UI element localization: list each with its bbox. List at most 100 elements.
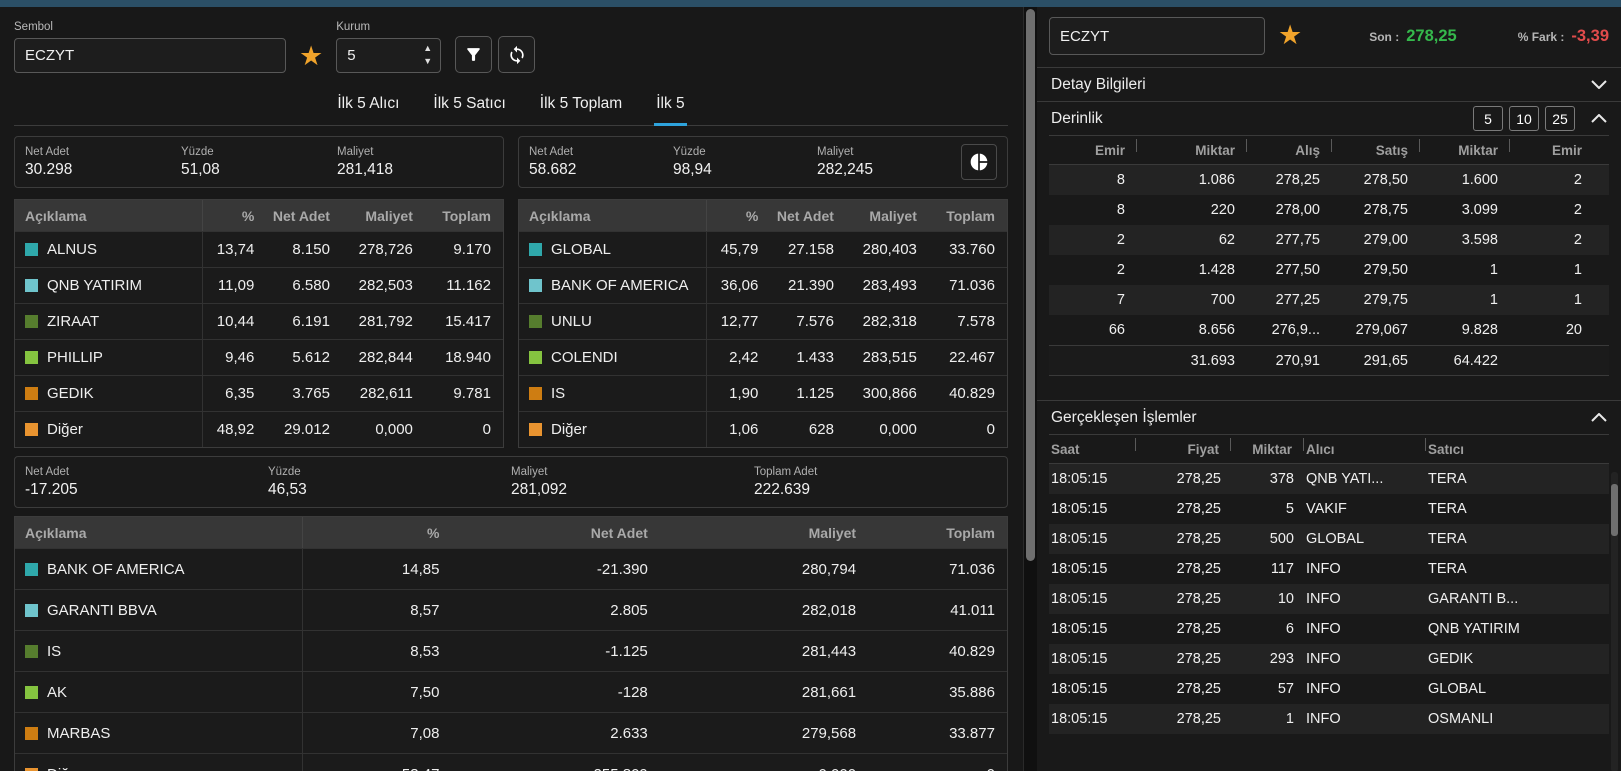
favorite-star-icon[interactable]: ★ <box>299 41 323 71</box>
broker-row[interactable]: Diğer 53,47 255.809 0,000 0 <box>15 753 1007 771</box>
trade-buyer-cell: INFO <box>1304 561 1426 577</box>
refresh-button[interactable] <box>498 36 535 73</box>
tab-ilk5-toplam[interactable]: İlk 5 Toplam <box>538 89 624 125</box>
broker-row[interactable]: ZIRAAT 10,44 6.191 281,792 15.417 <box>15 303 503 339</box>
depth-row[interactable]: 2 1.428 277,50 279,50 1 1 <box>1049 255 1609 285</box>
legend-color-swatch <box>529 423 542 436</box>
depth-level-5-button[interactable]: 5 <box>1473 106 1503 131</box>
chevron-up-icon[interactable] <box>1591 114 1607 123</box>
stat-label: Yüzde <box>673 146 817 158</box>
broker-name: GARANTI BBVA <box>47 602 157 619</box>
trade-row[interactable]: 18:05:15 278,25 1 INFO OSMANLI <box>1049 704 1609 734</box>
col-fiyat: Fiyat <box>1136 442 1231 457</box>
stat-value: -17.205 <box>25 481 268 499</box>
broker-row[interactable]: IS 1,90 1.125 300,866 40.829 <box>519 375 1007 411</box>
detail-info-section-header[interactable]: Detay Bilgileri <box>1037 67 1621 101</box>
broker-row[interactable]: UNLU 12,77 7.576 282,318 7.578 <box>519 303 1007 339</box>
chevron-down-icon[interactable] <box>1591 80 1607 89</box>
trades-scrollbar[interactable] <box>1611 472 1618 771</box>
broker-name: UNLU <box>551 313 592 330</box>
net-adet-cell: 7.576 <box>770 304 846 339</box>
col-toplam: Toplam <box>868 517 1007 548</box>
broker-row[interactable]: BANK OF AMERICA 14,85 -21.390 280,794 71… <box>15 548 1007 589</box>
broker-name-cell: IS <box>15 631 303 671</box>
broker-row[interactable]: QNB YATIRIM 11,09 6.580 282,503 11.162 <box>15 267 503 303</box>
trade-row[interactable]: 18:05:15 278,25 378 QNB YATI... TERA <box>1049 464 1609 494</box>
broker-row[interactable]: GARANTI BBVA 8,57 2.805 282,018 41.011 <box>15 589 1007 630</box>
trades-title: Gerçekleşen İşlemler <box>1051 409 1197 427</box>
tab-ilk5-alici[interactable]: İlk 5 Alıcı <box>335 89 401 125</box>
depth-title: Derinlik <box>1051 110 1103 128</box>
filter-button[interactable] <box>455 36 492 73</box>
broker-name: MARBAS <box>47 725 110 742</box>
favorite-star-icon[interactable]: ★ <box>1278 20 1302 50</box>
broker-name: PHILLIP <box>47 349 103 366</box>
net-adet-cell: 6.580 <box>266 268 342 303</box>
net-adet-cell: 255.809 <box>451 754 659 771</box>
broker-row[interactable]: GEDIK 6,35 3.765 282,611 9.781 <box>15 375 503 411</box>
trade-row[interactable]: 18:05:15 278,25 57 INFO GLOBAL <box>1049 674 1609 704</box>
symbol-input[interactable] <box>14 38 286 73</box>
right-symbol-input[interactable] <box>1049 17 1265 55</box>
depth-row[interactable]: 8 220 278,00 278,75 3.099 2 <box>1049 195 1609 225</box>
toplam-cell: 9.781 <box>425 376 503 411</box>
trade-row[interactable]: 18:05:15 278,25 6 INFO QNB YATIRIM <box>1049 614 1609 644</box>
trade-seller-cell: QNB YATIRIM <box>1426 621 1594 637</box>
broker-name: BANK OF AMERICA <box>47 561 185 578</box>
stat-label: Maliyet <box>817 146 961 158</box>
trade-row[interactable]: 18:05:15 278,25 500 GLOBAL TERA <box>1049 524 1609 554</box>
trades-scrollbar-thumb[interactable] <box>1611 484 1618 536</box>
depth-row[interactable]: 2 62 277,75 279,00 3.598 2 <box>1049 225 1609 255</box>
broker-row[interactable]: Diğer 48,92 29.012 0,000 0 <box>15 411 503 447</box>
trades-section-header[interactable]: Gerçekleşen İşlemler <box>1037 400 1621 434</box>
trade-row[interactable]: 18:05:15 278,25 10 INFO GARANTI B... <box>1049 584 1609 614</box>
buyers-table-header: Açıklama % Net Adet Maliyet Toplam <box>15 200 503 231</box>
trade-buyer-cell: INFO <box>1304 651 1426 667</box>
tab-ilk5[interactable]: İlk 5 <box>654 89 686 125</box>
trade-row[interactable]: 18:05:15 278,25 293 INFO GEDIK <box>1049 644 1609 674</box>
broker-row[interactable]: MARBAS 7,08 2.633 279,568 33.877 <box>15 712 1007 753</box>
broker-row[interactable]: BANK OF AMERICA 36,06 21.390 283,493 71.… <box>519 267 1007 303</box>
depth-row[interactable]: 7 700 277,25 279,75 1 1 <box>1049 285 1609 315</box>
stat-group: Yüzde 51,08 <box>181 146 337 179</box>
chevron-up-icon[interactable] <box>1591 413 1607 422</box>
stat-group: Maliyet 281,418 <box>337 146 493 179</box>
ask-price-cell: 278,75 <box>1332 202 1420 218</box>
toplam-cell: 40.829 <box>868 631 1007 671</box>
left-panel-scrollbar-thumb[interactable] <box>1026 9 1035 561</box>
pie-chart-toggle-button[interactable] <box>961 144 997 180</box>
trade-row[interactable]: 18:05:15 278,25 5 VAKIF TERA <box>1049 494 1609 524</box>
col-net-adet: Net Adet <box>770 200 846 231</box>
trade-row[interactable]: 18:05:15 278,25 117 INFO TERA <box>1049 554 1609 584</box>
depth-level-10-button[interactable]: 10 <box>1509 106 1539 131</box>
left-panel-scrollbar[interactable] <box>1023 7 1037 771</box>
stat-group: Net Adet 30.298 <box>25 146 181 179</box>
bid-qty-cell: 1.428 <box>1137 262 1247 278</box>
toplam-cell: 11.162 <box>425 268 503 303</box>
kurum-field-label: Kurum <box>336 21 441 33</box>
broker-row[interactable]: IS 8,53 -1.125 281,443 40.829 <box>15 630 1007 671</box>
broker-name: Diğer <box>47 766 83 771</box>
kurum-increment-button[interactable]: ▲ <box>421 42 434 54</box>
depth-row[interactable]: 8 1.086 278,25 278,50 1.600 2 <box>1049 165 1609 195</box>
summary-table-header: Açıklama % Net Adet Maliyet Toplam <box>15 517 1007 548</box>
broker-row[interactable]: Diğer 1,06 628 0,000 0 <box>519 411 1007 447</box>
broker-row[interactable]: AK 7,50 -128 281,661 35.886 <box>15 671 1007 712</box>
broker-row[interactable]: ALNUS 13,74 8.150 278,726 9.170 <box>15 231 503 267</box>
broker-name: IS <box>551 385 565 402</box>
top5-tabs: İlk 5 Alıcı İlk 5 Satıcı İlk 5 Toplam İl… <box>14 89 1008 126</box>
col-maliyet: Maliyet <box>342 200 425 231</box>
broker-row[interactable]: GLOBAL 45,79 27.158 280,403 33.760 <box>519 231 1007 267</box>
broker-name: COLENDI <box>551 349 618 366</box>
broker-row[interactable]: PHILLIP 9,46 5.612 282,844 18.940 <box>15 339 503 375</box>
refresh-icon <box>507 45 527 65</box>
buyers-table: Açıklama % Net Adet Maliyet Toplam ALNUS… <box>14 199 504 448</box>
kurum-decrement-button[interactable]: ▼ <box>421 55 434 67</box>
broker-name-cell: GARANTI BBVA <box>15 590 303 630</box>
depth-section-header[interactable]: Derinlik 5 10 25 <box>1037 101 1621 135</box>
broker-row[interactable]: COLENDI 2,42 1.433 283,515 22.467 <box>519 339 1007 375</box>
depth-row[interactable]: 66 8.656 276,9... 279,067 9.828 20 <box>1049 315 1609 345</box>
depth-level-25-button[interactable]: 25 <box>1545 106 1575 131</box>
ask-price-cell: 279,067 <box>1332 322 1420 338</box>
tab-ilk5-satici[interactable]: İlk 5 Satıcı <box>431 89 507 125</box>
